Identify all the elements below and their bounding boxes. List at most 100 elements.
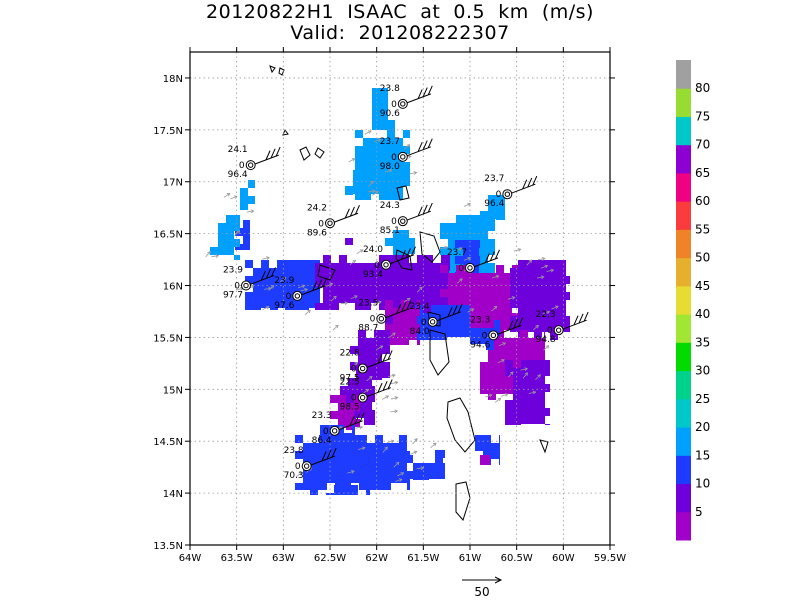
wind-cell [521, 368, 529, 376]
wind-cell [496, 354, 504, 362]
wind-cell [480, 255, 488, 263]
station-temperature: 23.7 [484, 174, 504, 184]
wind-cell [534, 316, 542, 324]
wind-cell [285, 260, 293, 268]
wind-cell [355, 154, 363, 162]
wind-cell [331, 303, 339, 310]
wind-cell [544, 354, 545, 362]
wind-cell [455, 256, 463, 264]
wind-cell [504, 386, 512, 394]
wind-cell [558, 260, 566, 268]
wind-cell [391, 467, 399, 475]
wind-cell [409, 295, 417, 303]
wind-vector [535, 374, 541, 381]
wind-cell [401, 255, 409, 263]
colorbar-label: 45 [695, 279, 710, 293]
wind-vector [340, 301, 349, 306]
wind-cell [387, 194, 395, 200]
wind-cell [379, 154, 387, 162]
wind-cell [323, 295, 331, 303]
wind-cell [521, 400, 529, 408]
wind-cell [518, 324, 526, 332]
wind-cell [372, 120, 380, 128]
wind-vector [234, 230, 241, 236]
wind-cell [364, 418, 372, 425]
wind-cell [464, 231, 472, 239]
station-temperature: 23.3 [470, 315, 490, 325]
wind-cell [488, 223, 495, 231]
station-pressure: 0 [351, 394, 357, 404]
wind-cell [534, 308, 542, 316]
wind-cell [331, 287, 339, 295]
wind-cell [439, 313, 447, 321]
wind-cell [536, 338, 544, 346]
wind-cell [536, 346, 544, 354]
wind-vector [374, 300, 382, 305]
wind-cell [375, 459, 383, 467]
colorbar-label: 25 [695, 392, 710, 406]
wind-cell [399, 475, 407, 483]
wind-cell [437, 463, 445, 471]
wind-cell [566, 276, 570, 284]
wind-cell [363, 186, 371, 194]
wind-cell [319, 443, 327, 451]
station-plot: 23.9 097.6 [274, 276, 328, 311]
wind-vector [389, 332, 396, 338]
wind-cell [363, 162, 371, 170]
lat-tick-label: 14.5N [153, 437, 183, 448]
wind-vector [467, 308, 475, 313]
wind-cell [537, 408, 545, 416]
wind-cell [399, 443, 407, 451]
lon-tick-label: 60.5W [501, 553, 533, 564]
colorbar-swatch [676, 60, 691, 89]
wind-cell [423, 337, 431, 340]
wind-cell [372, 112, 380, 120]
wind-cell [488, 394, 496, 400]
island-outline [299, 146, 311, 161]
wind-cell [437, 471, 445, 479]
wind-cell [350, 346, 358, 354]
wind-cell [343, 435, 351, 443]
station-humidity: 86.4 [312, 436, 332, 446]
wind-cell [448, 255, 456, 263]
wind-cell [382, 330, 390, 338]
wind-cell [379, 287, 387, 295]
wind-cell [456, 247, 464, 255]
wind-cell [417, 279, 425, 287]
wind-vector [390, 409, 399, 414]
wind-cell [364, 378, 372, 386]
wind-cell [395, 146, 403, 154]
wind-cell [409, 287, 417, 295]
wind-vector [513, 248, 522, 252]
wind-vector [268, 285, 275, 291]
wind-cell [447, 329, 455, 337]
wind-cell [358, 346, 366, 354]
station-humidity: 70.3 [284, 471, 304, 481]
wind-cell [537, 368, 545, 376]
wind-cell [504, 203, 505, 211]
wind-cell [456, 231, 464, 239]
wind-cell [518, 292, 526, 300]
wind-cell [401, 340, 409, 345]
wind-cell [435, 458, 443, 465]
wind-cell [346, 403, 354, 411]
island-outline [429, 329, 450, 376]
station-temperature: 23.4 [410, 302, 430, 312]
wind-cell [401, 230, 409, 238]
island-outline [455, 481, 471, 521]
wind-cell [504, 281, 512, 289]
scale-arrow-label: 50 [474, 585, 489, 599]
wind-cell [504, 195, 505, 203]
wind-cell [315, 279, 323, 287]
station-temperature: 22.3 [536, 310, 556, 320]
wind-cell [387, 178, 395, 186]
wind-cell [534, 292, 542, 300]
wind-cell [488, 281, 496, 289]
lat-tick-label: 15.5N [153, 333, 183, 344]
wind-cell [455, 240, 463, 248]
wind-cell [537, 392, 545, 400]
wind-cell [542, 324, 550, 332]
wind-cell [440, 265, 448, 273]
wind-cell [347, 263, 355, 271]
